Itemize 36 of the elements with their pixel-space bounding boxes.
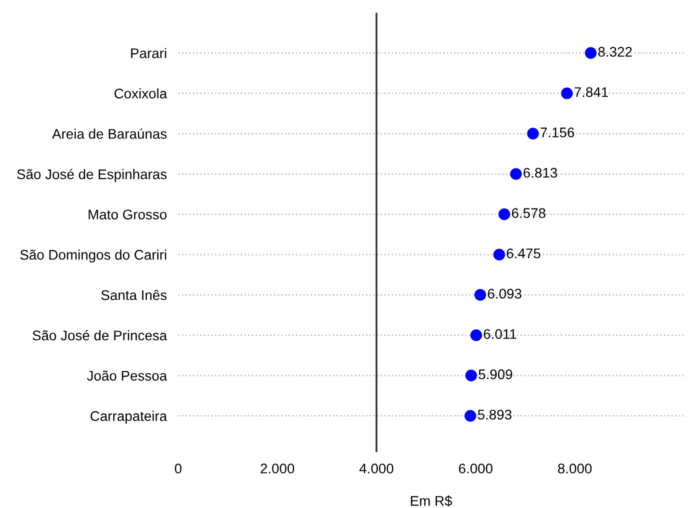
y-tick-label: São José de Espinharas [17, 168, 167, 182]
point [561, 87, 573, 100]
data-label: 7.156 [540, 128, 574, 138]
y-tick-label: Carrapateira [90, 410, 168, 424]
y-tick-label: João Pessoa [87, 370, 168, 381]
y-tick-label: São José de Princesa [32, 330, 168, 340]
data-label: 6.813 [524, 168, 558, 178]
point [474, 289, 486, 301]
y-tick-label: Mato Grosso [88, 210, 167, 220]
y-tick-label: Parari [131, 48, 166, 58]
data-label: 6.578 [512, 208, 546, 218]
point [465, 370, 477, 382]
data-label: 8.322 [598, 46, 632, 57]
point [464, 410, 476, 422]
data-label: 6.475 [506, 248, 540, 258]
data-label: 7.841 [574, 87, 608, 98]
x-tick-label: 6.000 [458, 464, 492, 474]
x-tick-label: 4.000 [359, 464, 394, 474]
y-tick-label: Santa Inês [101, 290, 167, 300]
point [498, 208, 510, 220]
point [470, 329, 482, 342]
point [584, 47, 597, 59]
x-axis-title: Em R$ [410, 495, 452, 507]
y-tick-label: São Domingos do Cariri [20, 250, 166, 262]
y-tick-label: Areia de Baraúnas [52, 128, 167, 139]
point [510, 168, 522, 180]
x-tick-label: 0 [174, 464, 182, 474]
data-label: 6.093 [488, 288, 522, 299]
y-tick-label: Coxixola [114, 88, 168, 98]
data-label: 6.011 [484, 329, 516, 339]
data-label: 5.909 [478, 369, 512, 380]
point [527, 128, 539, 140]
x-tick-label: 2.000 [260, 464, 294, 474]
point [493, 248, 506, 260]
data-label: 5.893 [478, 410, 512, 420]
x-tick-label: 8.000 [558, 464, 592, 474]
